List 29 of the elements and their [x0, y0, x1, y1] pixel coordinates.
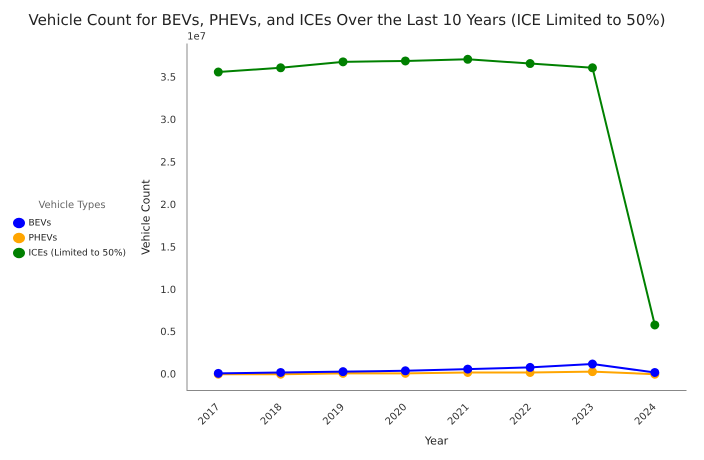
y-tick-label: 1.0 [160, 284, 176, 296]
point [463, 364, 472, 374]
point [650, 320, 660, 330]
legend-label: BEVs [28, 218, 52, 228]
y-tick-label: 0.5 [160, 327, 176, 338]
legend-label: PHEVs [28, 233, 58, 244]
point [588, 63, 597, 72]
point [588, 360, 597, 369]
point [463, 54, 472, 64]
point [526, 59, 535, 68]
y-tick-label: 1.5 [160, 242, 176, 254]
y-tick-label: 0.0 [160, 370, 176, 381]
point [214, 68, 223, 77]
chart-title: Vehicle Count for BEVs, PHEVs, and ICEs Over the Last 10 Years (ICE Limited to 50%) [28, 10, 666, 29]
point [338, 57, 348, 66]
point [588, 367, 597, 376]
y-tick-label: 3.0 [160, 114, 176, 126]
y-tick-label: 2.5 [160, 157, 176, 168]
y-tick-label: 3.5 [160, 72, 176, 84]
x-axis-title: Year [424, 434, 449, 448]
legend-label: ICEs (Limited to 50%) [28, 248, 126, 258]
point [276, 63, 286, 72]
point [400, 366, 410, 376]
point [526, 362, 535, 372]
legend-title: Vehicle Types [38, 200, 106, 212]
y-axis-title: Vehicle Count [139, 178, 152, 255]
point [400, 56, 410, 66]
y-tick-label: 2.0 [160, 200, 176, 211]
text: 1e7 [187, 32, 206, 43]
